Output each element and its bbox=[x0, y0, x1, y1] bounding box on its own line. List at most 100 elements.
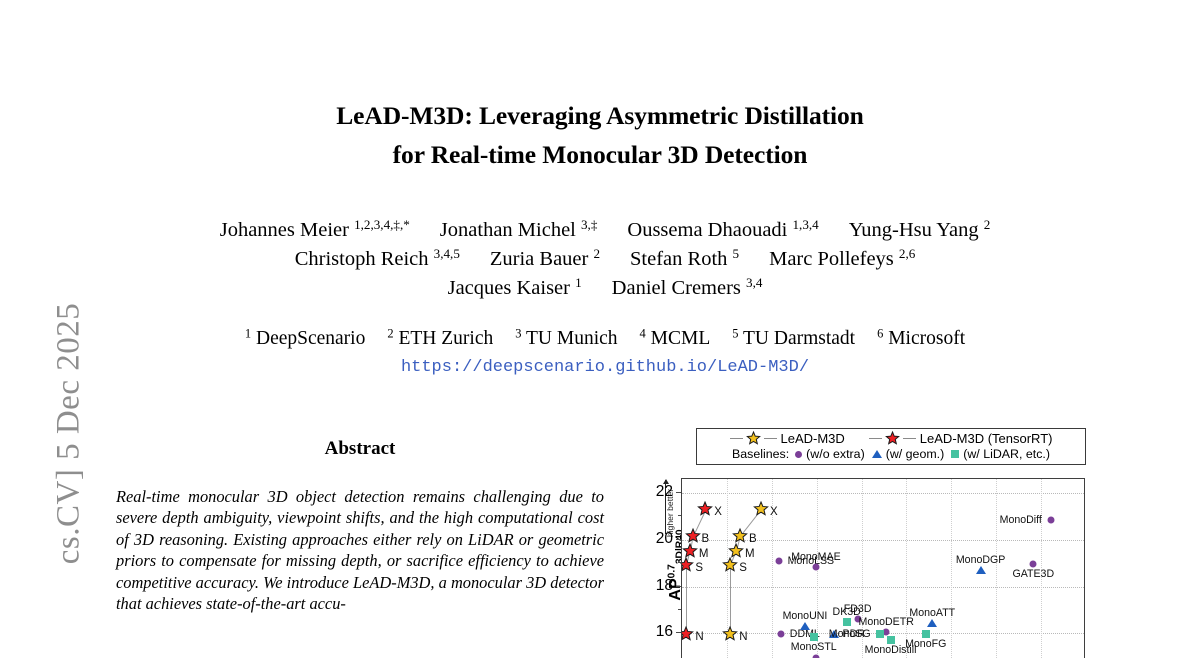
legend-label-wo-extra: (w/o extra) bbox=[806, 447, 865, 461]
y-axis-tick-mark bbox=[676, 538, 681, 540]
affiliation-number: 2 bbox=[387, 326, 394, 341]
data-point-label: PDR bbox=[842, 628, 865, 641]
abstract-body: Real-time monocular 3D object detection … bbox=[116, 487, 604, 614]
data-point-circle bbox=[812, 654, 820, 658]
author-name: Daniel Cremers 3,4 bbox=[611, 275, 763, 299]
y-axis-tick-label: 18 bbox=[655, 576, 673, 594]
data-point-star bbox=[684, 527, 701, 543]
chart-gridline-vertical bbox=[906, 479, 908, 658]
legend-label-lead-trt: LeAD-M3D (TensorRT) bbox=[919, 431, 1053, 446]
legend-baselines-prefix: Baselines: bbox=[732, 447, 790, 461]
chart-gridline-vertical bbox=[861, 479, 863, 658]
legend-star-gold-icon bbox=[745, 430, 761, 445]
legend-triangle-icon bbox=[871, 450, 882, 458]
chart-gridline-horizontal bbox=[682, 586, 1084, 588]
y-axis-tick-mark-minor bbox=[678, 608, 681, 610]
author-affiliation-marker: 2 bbox=[983, 217, 991, 233]
data-point-label: MonoUNI bbox=[782, 610, 828, 623]
affiliation-item: 5 TU Darmstadt bbox=[732, 326, 856, 349]
data-point-star-label: N bbox=[739, 631, 748, 644]
y-axis-tick-label: 16 bbox=[655, 623, 673, 641]
teaser-scatter-figure: LeAD-M3D LeAD-M3D (TensorRT) Baselines: … bbox=[624, 428, 1094, 658]
author-affiliation-marker: 3,4,5 bbox=[433, 246, 460, 262]
data-point-label: MonoDETR bbox=[858, 616, 914, 629]
data-point-label: MonoLSS bbox=[787, 554, 835, 567]
affiliation-list: 1 DeepScenario 2 ETH Zurich 3 TU Munich 4 M… bbox=[110, 326, 1100, 350]
data-point-star bbox=[722, 626, 739, 642]
author-name: Oussema Dhaouadi 1,3,4 bbox=[627, 217, 819, 241]
chart-gridline-vertical bbox=[951, 479, 953, 658]
data-point-star-label: M bbox=[745, 548, 755, 561]
project-url-link[interactable]: https://deepscenario.github.io/LeAD-M3D/ bbox=[400, 358, 810, 377]
affiliation-item: 3 TU Munich bbox=[515, 326, 618, 349]
data-point-star-label: N bbox=[695, 631, 704, 644]
data-point-square bbox=[886, 636, 895, 645]
y-axis-tick-label: 22 bbox=[655, 483, 673, 501]
data-point-square bbox=[875, 630, 884, 639]
data-point-star-label: X bbox=[714, 506, 722, 519]
author-name: Yung-Hsu Yang 2 bbox=[848, 217, 991, 241]
data-point-triangle bbox=[927, 618, 938, 627]
y-axis-ticks: 16 18 20 22 bbox=[624, 478, 681, 658]
author-list: Johannes Meier 1,2,3,4,‡,* Jonathan Miche… bbox=[110, 216, 1100, 303]
author-row: Jacques Kaiser 1 Daniel Cremers 3,4 bbox=[110, 274, 1100, 303]
chart-plot-area: NSMBXNSMBXMonoLSSMonoMAEDDMLCube R-CNNFD… bbox=[681, 478, 1085, 658]
chart-gridline-horizontal bbox=[682, 539, 1084, 541]
author-affiliation-marker: 1,2,3,4,‡,* bbox=[354, 217, 410, 233]
data-point-star-label: B bbox=[748, 533, 757, 546]
author-name: Marc Pollefeys 2,6 bbox=[769, 246, 916, 270]
data-point-star bbox=[722, 557, 739, 573]
author-name: Jacques Kaiser 1 bbox=[447, 275, 582, 299]
legend-line-red bbox=[868, 437, 882, 440]
higher-better-arrow-icon bbox=[662, 479, 669, 534]
affiliation-item: 6 Microsoft bbox=[877, 326, 966, 349]
chart-gridline-vertical bbox=[1041, 479, 1043, 658]
data-point-circle bbox=[882, 628, 890, 636]
legend-line-gold bbox=[729, 437, 743, 440]
author-affiliation-marker: 1,3,4 bbox=[792, 217, 819, 233]
data-point-star bbox=[697, 501, 714, 517]
legend-label-lead: LeAD-M3D bbox=[780, 431, 845, 446]
author-affiliation-marker: 2,6 bbox=[898, 246, 916, 262]
y-axis-tick-mark bbox=[676, 632, 681, 634]
data-point-star bbox=[682, 626, 695, 642]
legend-row-methods: LeAD-M3D LeAD-M3D (TensorRT) bbox=[702, 430, 1080, 446]
affiliation-number: 1 bbox=[244, 326, 252, 341]
author-affiliation-marker: 2 bbox=[593, 246, 601, 262]
data-point-star-label: S bbox=[739, 562, 747, 575]
chart-gridline-vertical bbox=[996, 479, 998, 658]
data-point-triangle bbox=[975, 566, 986, 575]
chart-gridline-vertical bbox=[771, 479, 773, 658]
author-row: Christoph Reich 3,4,5 Zuria Bauer 2 Stefan… bbox=[110, 245, 1100, 274]
author-name: Zuria Bauer 2 bbox=[489, 246, 601, 270]
legend-row-baselines: Baselines: (w/o extra) (w/ geom.) (w/ Li… bbox=[702, 447, 1080, 461]
data-point-star-label: X bbox=[770, 506, 778, 519]
data-point-triangle bbox=[799, 622, 810, 631]
data-point-label: MonoSG bbox=[828, 628, 871, 641]
author-affiliation-marker: 5 bbox=[732, 246, 740, 262]
chart-gridline-horizontal bbox=[682, 493, 1084, 495]
legend-label-w-geom: (w/ geom.) bbox=[885, 447, 945, 461]
y-axis-tick-mark bbox=[676, 492, 681, 494]
chart-legend: LeAD-M3D LeAD-M3D (TensorRT) Baselines: … bbox=[696, 428, 1086, 465]
data-point-circle bbox=[775, 557, 783, 565]
author-affiliation-marker: 1 bbox=[575, 275, 582, 291]
data-point-star bbox=[682, 557, 695, 573]
author-name: Jonathan Michel 3,‡ bbox=[439, 217, 598, 241]
y-axis-tick-label: 20 bbox=[655, 529, 673, 547]
data-point-circle bbox=[1029, 560, 1037, 568]
data-point-label: DK3D bbox=[832, 605, 861, 618]
affiliation-number: 6 bbox=[877, 326, 884, 341]
author-affiliation-marker: 3,4 bbox=[746, 275, 763, 291]
data-point-square bbox=[921, 630, 930, 639]
arxiv-stamp: cs.CV] 5 Dec 2025 bbox=[50, 302, 87, 565]
y-axis-tick-mark-minor bbox=[678, 562, 681, 564]
data-point-square bbox=[809, 632, 818, 641]
data-point-circle bbox=[777, 630, 785, 638]
abstract-heading: Abstract bbox=[324, 438, 396, 459]
author-name: Christoph Reich 3,4,5 bbox=[294, 246, 460, 270]
data-point-circle bbox=[854, 615, 862, 623]
legend-circle-icon bbox=[795, 450, 803, 458]
legend-line-gold-2 bbox=[763, 437, 777, 440]
affiliation-number: 4 bbox=[639, 326, 646, 341]
